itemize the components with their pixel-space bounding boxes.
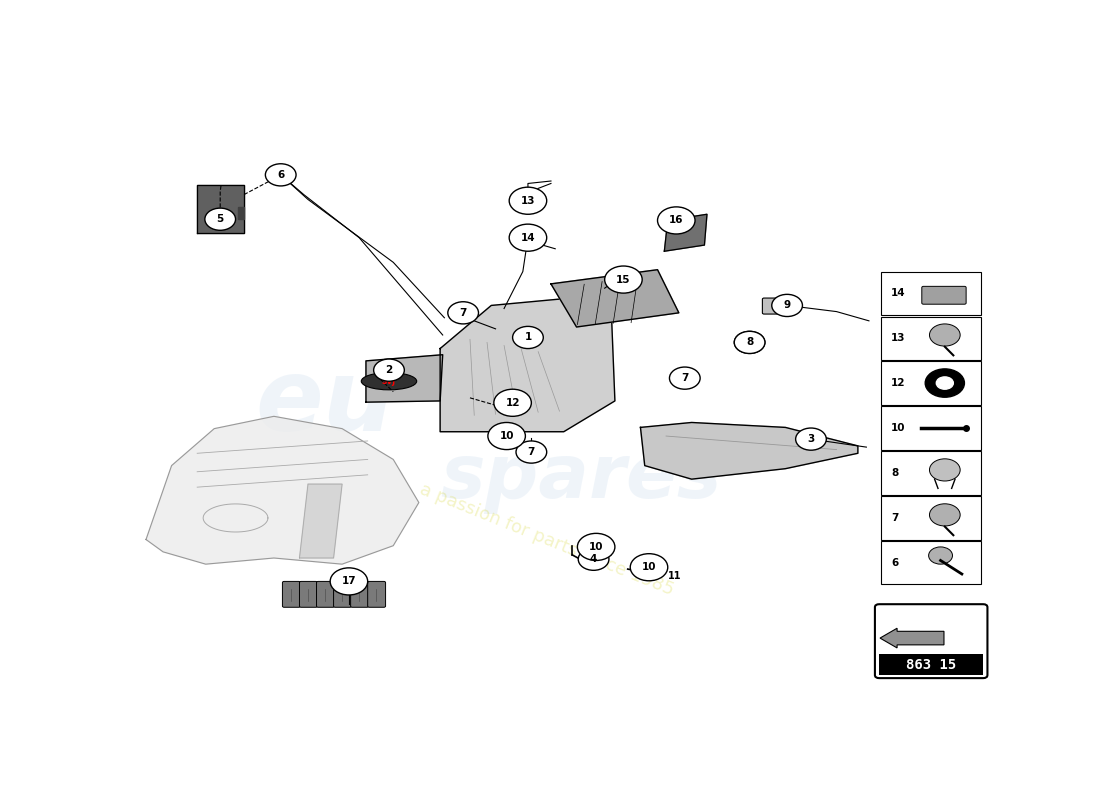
Circle shape	[772, 294, 803, 317]
Text: 10: 10	[588, 542, 604, 552]
Text: 2: 2	[385, 365, 393, 375]
FancyBboxPatch shape	[922, 286, 966, 304]
Text: 3: 3	[807, 434, 815, 444]
Text: 11: 11	[668, 571, 681, 582]
Circle shape	[330, 568, 367, 595]
Polygon shape	[299, 484, 342, 558]
Circle shape	[925, 369, 965, 398]
Circle shape	[579, 548, 609, 570]
Text: eu: eu	[255, 355, 395, 453]
Circle shape	[578, 534, 615, 561]
FancyBboxPatch shape	[881, 317, 981, 360]
Circle shape	[670, 367, 701, 390]
Text: 7: 7	[528, 447, 535, 457]
FancyBboxPatch shape	[762, 298, 795, 314]
Text: 16: 16	[669, 215, 683, 226]
Text: 7: 7	[891, 513, 899, 523]
FancyBboxPatch shape	[881, 406, 981, 450]
Text: a passion for parts since 1985: a passion for parts since 1985	[417, 480, 676, 599]
Circle shape	[630, 554, 668, 581]
FancyBboxPatch shape	[881, 362, 981, 405]
Text: 6: 6	[891, 558, 899, 568]
Circle shape	[265, 164, 296, 186]
Text: 12: 12	[891, 378, 905, 388]
FancyBboxPatch shape	[881, 451, 981, 494]
Text: 13: 13	[520, 196, 536, 206]
Text: spares: spares	[440, 442, 722, 514]
Polygon shape	[551, 270, 679, 327]
Text: 12: 12	[505, 398, 520, 408]
Text: 8: 8	[746, 338, 754, 347]
Circle shape	[658, 207, 695, 234]
FancyBboxPatch shape	[333, 582, 352, 607]
Circle shape	[930, 324, 960, 346]
Text: 14: 14	[520, 233, 536, 242]
Polygon shape	[640, 422, 858, 479]
Circle shape	[374, 359, 405, 382]
FancyBboxPatch shape	[351, 582, 369, 607]
Circle shape	[516, 441, 547, 463]
FancyArrow shape	[880, 628, 944, 648]
Circle shape	[513, 326, 543, 349]
Circle shape	[509, 224, 547, 251]
Circle shape	[509, 187, 547, 214]
Text: 1: 1	[525, 333, 531, 342]
Polygon shape	[664, 214, 707, 251]
Text: 4: 4	[590, 554, 597, 564]
Polygon shape	[366, 354, 442, 402]
Circle shape	[605, 266, 642, 293]
Text: 863 15: 863 15	[906, 658, 956, 671]
Circle shape	[795, 428, 826, 450]
FancyBboxPatch shape	[874, 604, 988, 678]
Text: 14: 14	[891, 288, 905, 298]
Polygon shape	[238, 207, 244, 219]
Text: 10: 10	[641, 562, 657, 572]
Circle shape	[735, 331, 764, 354]
FancyBboxPatch shape	[367, 582, 386, 607]
Text: 13: 13	[891, 333, 905, 343]
Text: SVJ: SVJ	[382, 377, 396, 386]
Text: 6: 6	[277, 170, 284, 180]
Text: 7: 7	[460, 308, 466, 318]
FancyBboxPatch shape	[317, 582, 334, 607]
FancyBboxPatch shape	[881, 271, 981, 314]
Circle shape	[205, 208, 235, 230]
Text: 9: 9	[783, 301, 791, 310]
Text: 10: 10	[891, 423, 905, 433]
FancyBboxPatch shape	[881, 496, 981, 539]
Circle shape	[930, 459, 960, 481]
Circle shape	[930, 504, 960, 526]
Ellipse shape	[361, 373, 417, 390]
FancyBboxPatch shape	[299, 582, 318, 607]
Text: 15: 15	[616, 274, 630, 285]
Circle shape	[448, 302, 478, 324]
Circle shape	[735, 331, 764, 354]
Circle shape	[488, 422, 526, 450]
Text: 17: 17	[342, 577, 356, 586]
Circle shape	[936, 377, 954, 390]
FancyBboxPatch shape	[881, 542, 981, 585]
Polygon shape	[146, 416, 419, 564]
FancyBboxPatch shape	[283, 582, 300, 607]
Text: 7: 7	[681, 373, 689, 383]
Bar	[879, 654, 983, 675]
Polygon shape	[440, 294, 615, 432]
Text: 10: 10	[499, 431, 514, 441]
Polygon shape	[197, 186, 244, 234]
Text: 5: 5	[217, 214, 223, 224]
Circle shape	[494, 390, 531, 416]
Circle shape	[928, 547, 953, 564]
Text: 8: 8	[891, 468, 899, 478]
